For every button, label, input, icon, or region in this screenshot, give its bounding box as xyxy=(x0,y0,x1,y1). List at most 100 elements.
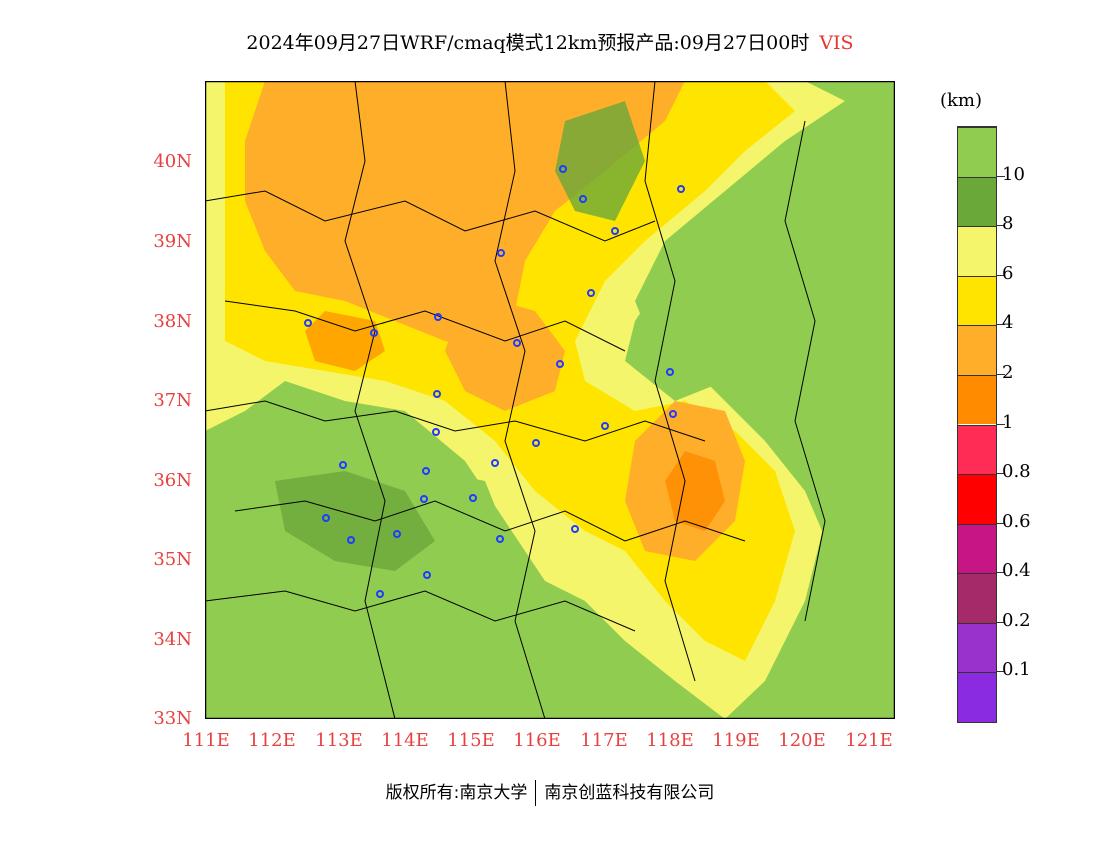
city-marker xyxy=(370,329,378,337)
contour-orange-central xyxy=(445,291,565,411)
city-marker xyxy=(677,185,685,193)
city-marker xyxy=(669,410,677,418)
city-marker xyxy=(420,495,428,503)
city-marker xyxy=(422,467,430,475)
colorbar-swatch xyxy=(958,176,996,227)
contour-dark-green-north xyxy=(555,101,645,221)
colorbar-label: 8 xyxy=(1002,213,1014,235)
contour-dark-orange-east xyxy=(665,451,725,531)
city-marker xyxy=(433,390,441,398)
city-marker xyxy=(393,530,401,538)
map-canvas xyxy=(205,81,895,719)
map-frame xyxy=(205,81,895,719)
colorbar-swatch xyxy=(958,523,996,574)
lon-label-118e: 118E xyxy=(646,730,694,751)
lat-label-34n: 34N xyxy=(153,629,192,650)
colorbar-tick xyxy=(997,373,1005,375)
lon-label-112e: 112E xyxy=(248,730,296,751)
colorbar-tick xyxy=(997,473,1005,475)
colorbar-swatch xyxy=(958,672,996,722)
colorbar-label: 1 xyxy=(1002,411,1014,433)
colorbar-swatch xyxy=(958,622,996,673)
city-marker xyxy=(469,494,477,502)
colorbar-tick xyxy=(997,324,1005,326)
footer-separator xyxy=(535,780,537,806)
lon-label-116e: 116E xyxy=(513,730,561,751)
lon-label-120e: 120E xyxy=(778,730,826,751)
contour-green-northeast xyxy=(635,81,895,719)
city-marker xyxy=(559,165,567,173)
colorbar-swatch xyxy=(958,275,996,326)
city-marker xyxy=(579,195,587,203)
city-marker xyxy=(497,249,505,257)
footer: 版权所有:南京大学 南京创蓝科技有限公司 xyxy=(0,778,1100,806)
colorbar-label: 0.6 xyxy=(1002,510,1031,532)
city-marker xyxy=(434,313,442,321)
colorbar-tick xyxy=(997,423,1005,425)
city-marker xyxy=(423,571,431,579)
city-marker xyxy=(587,289,595,297)
lon-label-119e: 119E xyxy=(712,730,760,751)
colorbar-tick xyxy=(997,671,1005,673)
colorbar-swatch xyxy=(958,325,996,375)
city-marker xyxy=(322,514,330,522)
colorbar-tick xyxy=(997,274,1005,276)
map-title: 2024年09月27日WRF/cmaq模式12km预报产品:09月27日00时 V… xyxy=(0,28,1100,55)
city-marker xyxy=(666,368,674,376)
title-main: 2024年09月27日WRF/cmaq模式12km预报产品:09月27日00时 xyxy=(246,32,810,54)
city-marker xyxy=(347,536,355,544)
colorbar-label: 0.4 xyxy=(1002,560,1031,582)
colorbar-label: 0.2 xyxy=(1002,609,1031,631)
colorbar-unit: (km) xyxy=(940,90,983,111)
city-marker xyxy=(601,422,609,430)
colorbar-swatch xyxy=(958,573,996,623)
city-marker xyxy=(491,459,499,467)
city-marker xyxy=(513,339,521,347)
lon-label-115e: 115E xyxy=(447,730,495,751)
colorbar-swatch xyxy=(958,374,996,425)
lon-label-111e: 111E xyxy=(182,730,230,751)
colorbar-label: 10 xyxy=(1002,163,1025,185)
visibility-map xyxy=(205,81,895,719)
colorbar-label: 6 xyxy=(1002,262,1014,284)
city-marker xyxy=(432,428,440,436)
contour-dark-green-south xyxy=(275,471,435,571)
colorbar-label: 0.8 xyxy=(1002,461,1031,483)
city-marker xyxy=(556,360,564,368)
colorbar-swatch xyxy=(958,226,996,276)
lat-label-37n: 37N xyxy=(153,390,192,411)
contour-dark-orange-west xyxy=(305,311,385,371)
colorbar-label: 2 xyxy=(1002,361,1014,383)
lon-label-117e: 117E xyxy=(580,730,628,751)
footer-company: 南京创蓝科技有限公司 xyxy=(544,783,715,803)
city-markers xyxy=(304,165,685,598)
colorbar-label: 4 xyxy=(1002,312,1014,334)
city-marker xyxy=(339,461,347,469)
title-variable: VIS xyxy=(819,32,854,54)
colorbar-swatch xyxy=(958,474,996,524)
lat-label-36n: 36N xyxy=(153,470,192,491)
city-marker xyxy=(611,227,619,235)
colorbar-tick xyxy=(997,572,1005,574)
lat-label-35n: 35N xyxy=(153,549,192,570)
colorbar-tick xyxy=(997,225,1005,227)
lat-label-39n: 39N xyxy=(153,231,192,252)
city-marker xyxy=(304,319,312,327)
lat-label-40n: 40N xyxy=(153,151,192,172)
colorbar-tick xyxy=(997,522,1005,524)
lon-label-113e: 113E xyxy=(315,730,363,751)
lon-label-121e: 121E xyxy=(845,730,893,751)
lat-label-38n: 38N xyxy=(153,311,192,332)
colorbar xyxy=(957,126,997,723)
colorbar-tick xyxy=(997,175,1005,177)
lat-label-33n: 33N xyxy=(153,708,192,729)
colorbar-tick xyxy=(997,621,1005,623)
city-marker xyxy=(496,535,504,543)
lon-label-114e: 114E xyxy=(381,730,429,751)
city-marker xyxy=(376,590,384,598)
colorbar-label: 0.1 xyxy=(1002,659,1031,681)
city-marker xyxy=(532,439,540,447)
colorbar-swatch xyxy=(958,127,996,177)
city-marker xyxy=(571,525,579,533)
footer-copyright: 版权所有:南京大学 xyxy=(385,783,528,803)
